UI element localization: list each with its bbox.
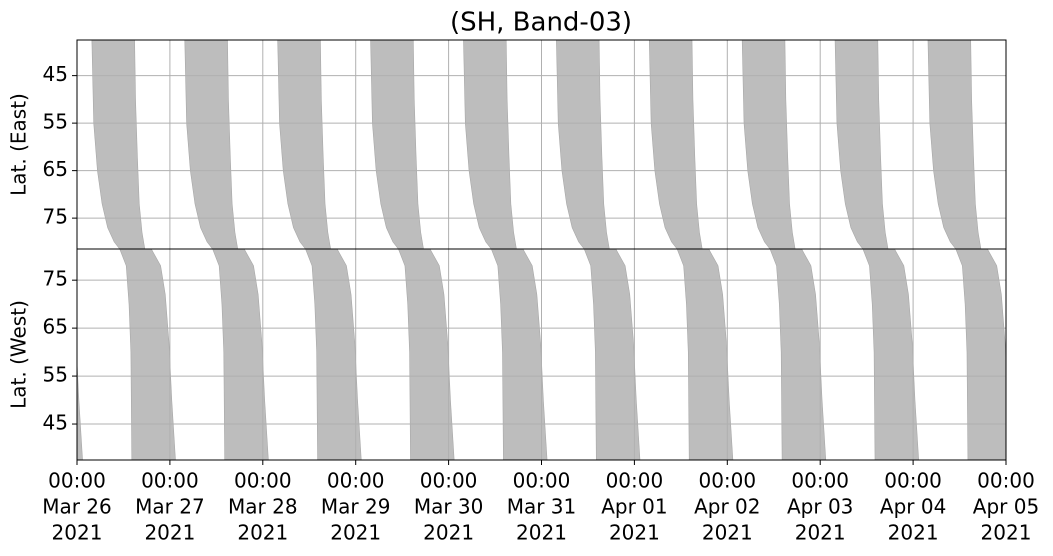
x-tick-label: 2021 [516,521,567,545]
swath [741,40,796,249]
x-tick-label: 2021 [52,521,103,545]
x-tick-label: Mar 29 [321,495,391,519]
x-tick-label: Mar 26 [42,495,112,519]
swath [77,355,83,460]
x-tick-label: Mar 30 [414,495,484,519]
chart-title: (SH, Band-03) [450,8,632,38]
y-axis-label: Lat. (East) [7,93,31,196]
swath [556,40,610,249]
x-tick-label: 00:00 [884,469,942,493]
x-tick-label: 00:00 [977,469,1035,493]
x-tick-label: 00:00 [420,469,478,493]
plot-frame [76,248,1007,461]
x-tick-label: 00:00 [791,469,849,493]
swath [769,249,827,460]
x-tick-label: Apr 02 [694,495,760,519]
x-tick-label: 2021 [609,521,660,545]
x-tick-label: Mar 28 [228,495,298,519]
x-tick-label: 2021 [330,521,381,545]
y-axis-label: Lat. (West) [7,300,31,409]
swath [463,40,517,249]
swath [398,249,455,460]
x-tick-label: 00:00 [327,469,385,493]
x-tick-label: Apr 04 [880,495,946,519]
x-tick-label: 2021 [795,521,846,545]
x-tick-label: 2021 [423,521,474,545]
swath [212,249,269,460]
panel [77,249,1006,460]
swath [862,249,919,460]
swath [277,40,331,249]
y-tick-label: 45 [43,62,68,86]
swath [491,249,548,460]
y-tick-label: 75 [43,205,68,229]
x-tick-label: 00:00 [141,469,199,493]
x-tick-label: 2021 [237,521,288,545]
swath [583,249,641,460]
x-tick-label: 00:00 [234,469,292,493]
x-tick-label: 00:00 [48,469,106,493]
x-tick-label: 00:00 [513,469,571,493]
swath [648,40,703,249]
swath [184,40,239,249]
x-tick-label: Mar 31 [507,495,577,519]
panel [77,40,1006,249]
x-tick-label: Apr 03 [787,495,853,519]
x-tick-label: 00:00 [606,469,664,493]
x-tick-label: 2021 [702,521,753,545]
x-tick-label: Apr 05 [973,495,1039,519]
y-tick-label: 65 [43,315,68,339]
swath [927,40,982,249]
swath [676,249,734,460]
swath [305,249,362,460]
y-tick-label: 45 [43,411,68,435]
y-tick-label: 65 [43,157,68,181]
x-tick-label: Mar 27 [135,495,205,519]
x-tick-label: 2021 [888,521,939,545]
swath [91,40,146,249]
swath [834,40,889,249]
y-tick-label: 55 [43,363,68,387]
x-tick-label: 00:00 [698,469,756,493]
x-tick-label: Apr 01 [601,495,667,519]
y-tick-label: 55 [43,110,68,134]
swath [955,249,1006,460]
swath [119,249,176,460]
x-tick-label: 2021 [981,521,1032,545]
x-tick-label: 2021 [144,521,195,545]
y-tick-label: 75 [43,267,68,291]
swath [370,40,424,249]
